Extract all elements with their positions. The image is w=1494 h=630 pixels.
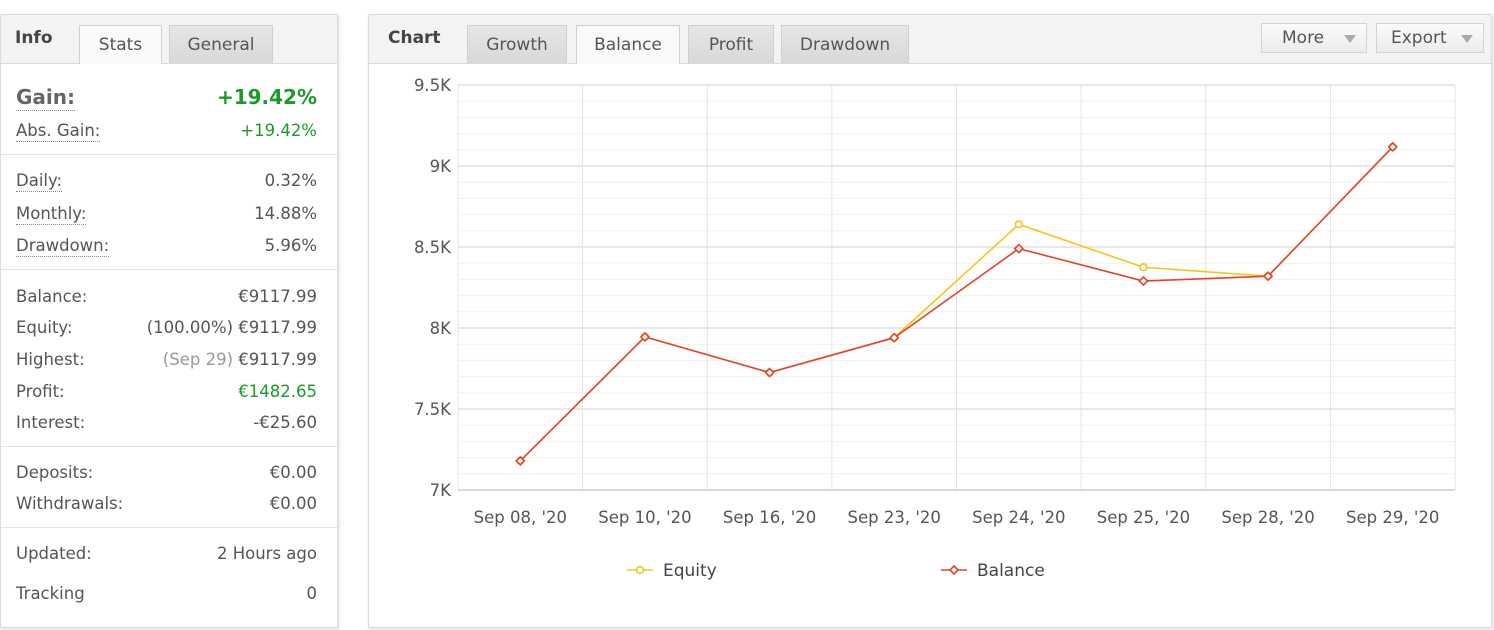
legend-marker [635, 565, 645, 575]
chevron-down-icon [1461, 35, 1473, 43]
highest-value: €9117.99 [238, 350, 317, 369]
highest-label: Highest: [16, 350, 85, 369]
data-point-equity[interactable] [1014, 220, 1024, 229]
chevron-down-icon [1344, 35, 1356, 43]
data-point-balance[interactable] [889, 332, 900, 343]
more-dropdown[interactable]: More [1261, 23, 1367, 53]
info-tabbar: Info Stats General [1, 15, 337, 64]
updated-value: 2 Hours ago [216, 544, 317, 563]
daily-value: 0.32% [264, 171, 317, 190]
x-tick-label: Sep 29, '20 [1346, 508, 1439, 527]
x-tick-label: Sep 25, '20 [1097, 508, 1190, 527]
x-tick-label: Sep 28, '20 [1221, 508, 1314, 527]
tab-growth[interactable]: Growth [467, 25, 567, 63]
data-point-balance[interactable] [764, 367, 775, 378]
interest-label: Interest: [16, 413, 86, 432]
withdrawals-value: €0.00 [269, 494, 317, 513]
more-label: More [1282, 28, 1325, 48]
tab-profit[interactable]: Profit [688, 25, 774, 63]
balance-label: Balance: [16, 287, 88, 306]
daily-label: Daily: [16, 171, 63, 192]
equity-value-group: (100.00%) €9117.99 [147, 318, 317, 337]
equity-label: Equity: [16, 318, 73, 337]
tracking-label: Tracking [16, 584, 85, 603]
export-label: Export [1391, 28, 1447, 48]
y-tick-label: 8K [430, 319, 452, 338]
tab-general[interactable]: General [169, 25, 273, 63]
tab-drawdown[interactable]: Drawdown [781, 25, 909, 63]
data-point-balance[interactable] [1138, 275, 1149, 287]
grid-major [457, 84, 1456, 491]
withdrawals-label: Withdrawals: [16, 494, 124, 513]
x-tick-label: Sep 24, '20 [972, 508, 1065, 527]
legend-marker [948, 564, 960, 576]
balance-chart: 7K 7.5K 8K 8.5K 9K 9.5K Sep 08, '20 Sep 10, '2… [414, 76, 1456, 581]
data-point-balance[interactable] [1387, 141, 1398, 153]
drawdown-value: 5.96% [264, 236, 317, 255]
y-tick-label: 7K [430, 481, 452, 500]
export-dropdown[interactable]: Export [1376, 23, 1484, 53]
equity-percent: (100.00%) [146, 318, 234, 337]
highest-value-group: (Sep 29) €9117.99 [163, 350, 317, 369]
x-tick-label: Sep 10, '20 [598, 508, 691, 527]
legend-label: Balance [977, 561, 1045, 581]
legend: Equity Balance [627, 561, 1045, 581]
divider [1, 446, 337, 447]
legend-item-equity[interactable]: Equity [627, 561, 717, 581]
balance-value: €9117.99 [238, 287, 317, 306]
chart-tabbar: Chart Growth Balance Profit Drawdown Mor… [369, 15, 1491, 64]
data-point-balance[interactable] [639, 331, 651, 343]
tab-stats[interactable]: Stats [79, 25, 162, 64]
tab-chart[interactable]: Chart [388, 28, 441, 48]
series-line-balance [519, 146, 1394, 462]
monthly-label: Monthly: [16, 204, 87, 225]
x-tick-label: Sep 08, '20 [474, 508, 567, 527]
gain-label: Gain: [16, 85, 76, 111]
gain-value: +19.42% [216, 85, 317, 109]
legend-label: Equity [663, 561, 717, 581]
updated-label: Updated: [16, 544, 92, 563]
x-tick-label: Sep 16, '20 [723, 508, 816, 527]
divider [1, 527, 337, 528]
data-point-balance[interactable] [1262, 271, 1274, 282]
tab-balance[interactable]: Balance [576, 25, 680, 64]
legend-item-balance[interactable]: Balance [941, 561, 1045, 581]
highest-date: (Sep 29) [162, 350, 234, 369]
tab-info[interactable]: Info [15, 28, 53, 48]
data-point-balance[interactable] [515, 455, 526, 466]
divider [1, 154, 337, 155]
monthly-value: 14.88% [254, 204, 317, 223]
info-panel: Info Stats General Gain: +19.42% Abs. Ga… [0, 14, 338, 628]
x-axis-ticks: Sep 08, '20 Sep 10, '20 Sep 16, '20 Sep 23,… [474, 508, 1440, 527]
deposits-value: €0.00 [269, 463, 317, 482]
y-tick-label: 9K [430, 157, 452, 176]
deposits-label: Deposits: [16, 463, 94, 482]
tracking-value: 0 [306, 584, 318, 603]
divider [1, 269, 337, 270]
abs-gain-label: Abs. Gain: [16, 121, 101, 142]
y-tick-label: 9.5K [414, 76, 452, 95]
abs-gain-value: +19.42% [240, 121, 317, 140]
profit-value: €1482.65 [238, 382, 317, 401]
y-tick-label: 7.5K [414, 400, 452, 419]
data-point-equity[interactable] [1139, 263, 1148, 272]
series-layer [515, 141, 1398, 466]
equity-value: €9117.99 [238, 318, 317, 337]
drawdown-label: Drawdown: [16, 236, 110, 257]
y-tick-label: 8.5K [414, 238, 452, 257]
profit-label: Profit: [16, 382, 65, 401]
y-axis-ticks: 7K 7.5K 8K 8.5K 9K 9.5K [414, 76, 452, 500]
data-point-balance[interactable] [1013, 243, 1024, 254]
chart-panel: Chart Growth Balance Profit Drawdown Mor… [368, 14, 1492, 628]
interest-value: -€25.60 [253, 413, 317, 432]
x-tick-label: Sep 23, '20 [848, 508, 941, 527]
